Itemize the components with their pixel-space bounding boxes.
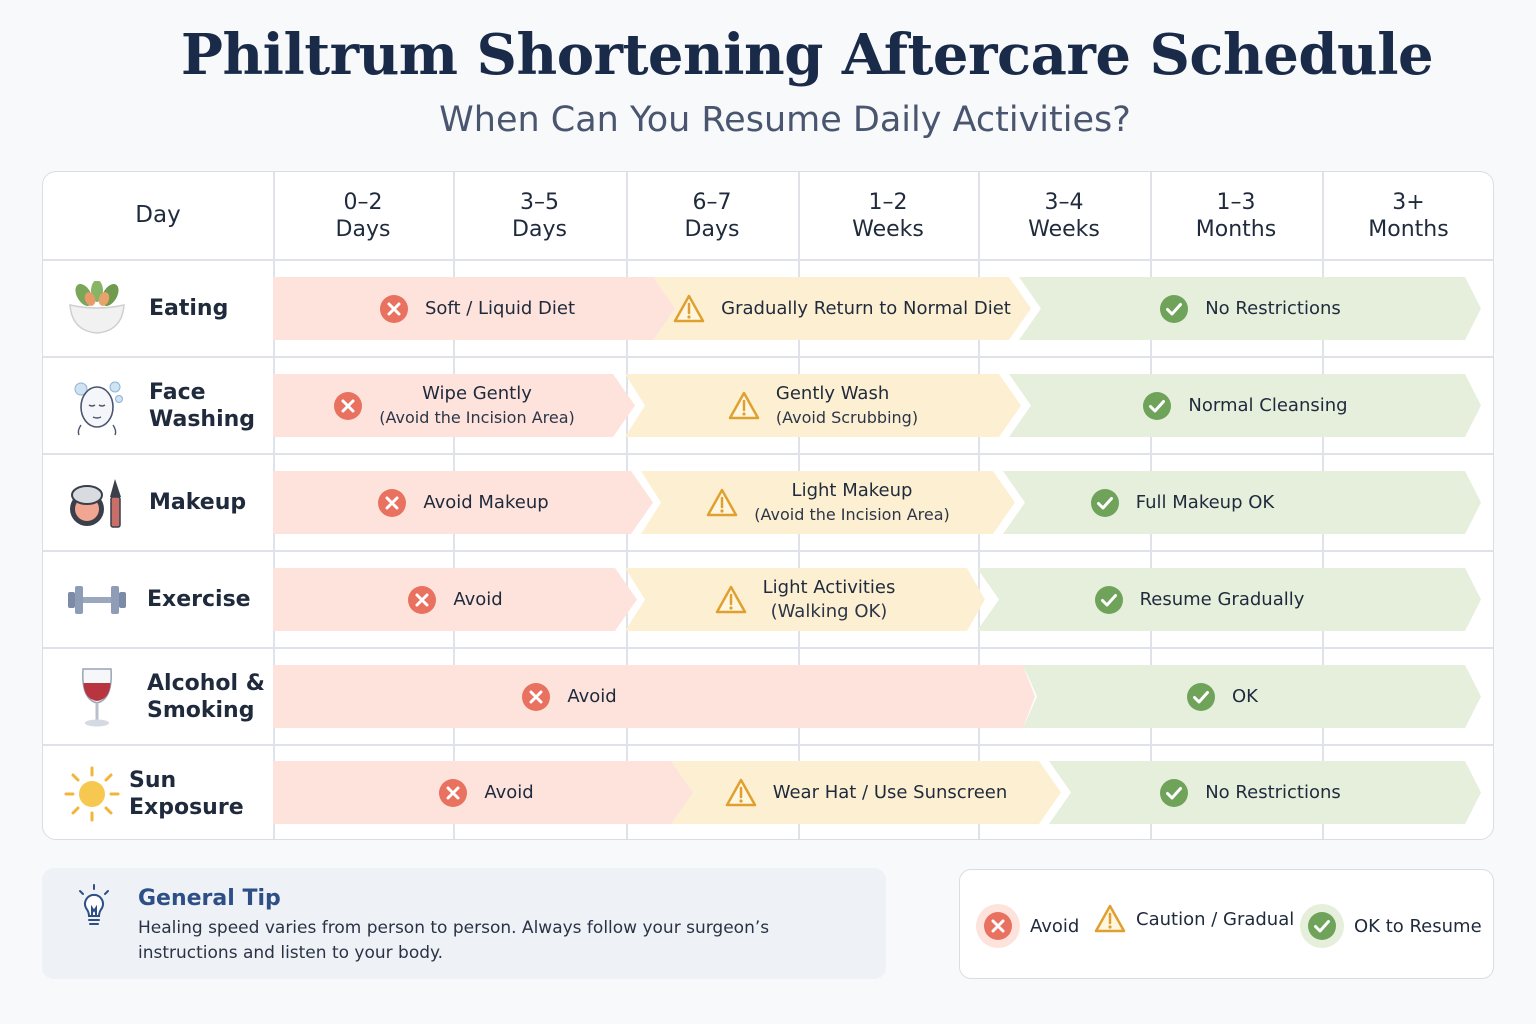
bar-eating-caution: Gradually Return to Normal Diet — [653, 277, 1031, 340]
header-period-6: 3+ Months — [1368, 189, 1449, 242]
check-circle-icon — [1186, 682, 1216, 712]
sun-icon — [63, 762, 121, 826]
x-circle-icon — [377, 488, 407, 518]
check-circle-icon — [1090, 488, 1120, 518]
row-label-exercise: Exercise — [43, 551, 273, 648]
bar-alcohol-avoid: Avoid — [273, 665, 1035, 728]
x-circle-icon — [407, 585, 437, 615]
header-period-3: 1–2 Weeks — [852, 189, 924, 242]
bar-text: Gradually Return to Normal Diet — [721, 297, 1011, 319]
salad-bowl-icon — [65, 277, 129, 341]
check-circle-icon — [1307, 911, 1337, 941]
x-circle-icon — [438, 778, 468, 808]
bar-text: Light Makeup (Avoid the Incision Area) — [754, 479, 950, 524]
row-label-sun-exposure: Sun Exposure — [43, 745, 273, 839]
header-period-4: 3–4 Weeks — [1028, 189, 1100, 242]
bar-exercise-avoid: Avoid — [273, 568, 637, 631]
bar-text: Light Activities (Walking OK) — [762, 576, 896, 622]
bar-alcohol-ok: OK — [1023, 665, 1481, 728]
legend-item-avoid: Avoid — [976, 904, 1079, 948]
wine-glass-icon — [65, 665, 129, 729]
row-label-alcohol-smoking: Alcohol & Smoking — [43, 648, 273, 745]
bar-text: Wipe Gently (Avoid the Incision Area) — [379, 382, 575, 427]
bar-text: Normal Cleansing — [1188, 394, 1348, 416]
header-period-1: 3–5 Days — [512, 189, 567, 242]
page-title: Philtrum Shortening Aftercare Schedule — [180, 22, 1434, 88]
legend-item-caution: Caution / Gradual — [1094, 904, 1294, 934]
warning-triangle-icon — [715, 585, 747, 615]
face-washing-icon — [65, 374, 129, 438]
bar-text: OK — [1232, 685, 1258, 707]
check-circle-icon — [1159, 294, 1189, 324]
x-circle-icon — [333, 391, 363, 421]
row-label-eating: Eating — [43, 260, 273, 357]
warning-triangle-icon — [725, 778, 757, 808]
bar-text: Full Makeup OK — [1135, 491, 1275, 513]
bar-text: Avoid — [567, 685, 617, 707]
bar-makeup-avoid: Avoid Makeup — [273, 471, 653, 534]
page-subtitle: When Can You Resume Daily Activities? — [439, 100, 1131, 140]
bar-face-washing-avoid: Wipe Gently (Avoid the Incision Area) — [273, 374, 635, 437]
row-label-makeup: Makeup — [43, 454, 273, 551]
legend-item-ok: OK to Resume — [1300, 904, 1482, 948]
check-circle-icon — [1159, 778, 1189, 808]
header-period-5: 1–3 Months — [1195, 189, 1277, 242]
legend: Avoid Caution / Gradual OK to Resume — [959, 869, 1494, 979]
header-period-2: 6–7 Days — [684, 189, 740, 242]
check-circle-icon — [1094, 585, 1124, 615]
bar-text: Resume Gradually — [1139, 588, 1305, 610]
bar-text: Avoid — [484, 781, 534, 803]
row-label-face-washing: Face Washing — [43, 357, 273, 454]
bar-text: Wear Hat / Use Sunscreen — [772, 781, 1008, 803]
makeup-compact-icon — [65, 471, 129, 535]
warning-triangle-icon — [1094, 904, 1126, 934]
bar-eating-ok: No Restrictions — [1019, 277, 1481, 340]
header-day: Day — [135, 202, 181, 228]
warning-triangle-icon — [706, 488, 738, 518]
dumbbell-icon — [65, 568, 129, 632]
bar-text: Soft / Liquid Diet — [424, 297, 576, 319]
bar-sun-caution: Wear Hat / Use Sunscreen — [671, 761, 1061, 824]
bar-exercise-ok: Resume Gradually — [977, 568, 1481, 631]
general-tip-box: General Tip Healing speed varies from pe… — [42, 868, 886, 979]
schedule-table: Day 0–2 Days 3–5 Days 6–7 Days 1–2 Weeks 3–4… — [42, 171, 1494, 840]
bar-eating-avoid: Soft / Liquid Diet — [273, 277, 681, 340]
warning-triangle-icon — [673, 294, 705, 324]
bar-sun-avoid: Avoid — [273, 761, 699, 824]
bar-exercise-caution: Light Activities (Walking OK) — [625, 568, 985, 631]
x-circle-icon — [521, 682, 551, 712]
x-circle-icon — [379, 294, 409, 324]
header-period-0: 0–2 Days — [335, 189, 391, 242]
bar-text: Avoid — [453, 588, 503, 610]
bar-face-washing-ok: Normal Cleansing — [1009, 374, 1481, 437]
lightbulb-icon — [76, 884, 112, 934]
bar-text: Gently Wash (Avoid Scrubbing) — [775, 382, 919, 427]
bar-makeup-ok: Full Makeup OK — [1003, 471, 1481, 534]
bar-text: No Restrictions — [1205, 297, 1341, 319]
bar-text: No Restrictions — [1205, 781, 1341, 803]
bar-face-washing-caution: Gently Wash (Avoid Scrubbing) — [625, 374, 1021, 437]
check-circle-icon — [1142, 391, 1172, 421]
bar-text: Avoid Makeup — [423, 491, 549, 513]
bar-makeup-caution: Light Makeup (Avoid the Incision Area) — [641, 471, 1015, 534]
tip-title: General Tip — [138, 886, 281, 911]
tip-text: Healing speed varies from person to pers… — [138, 918, 770, 963]
bar-sun-ok: No Restrictions — [1049, 761, 1481, 824]
x-circle-icon — [983, 911, 1013, 941]
warning-triangle-icon — [728, 391, 760, 421]
